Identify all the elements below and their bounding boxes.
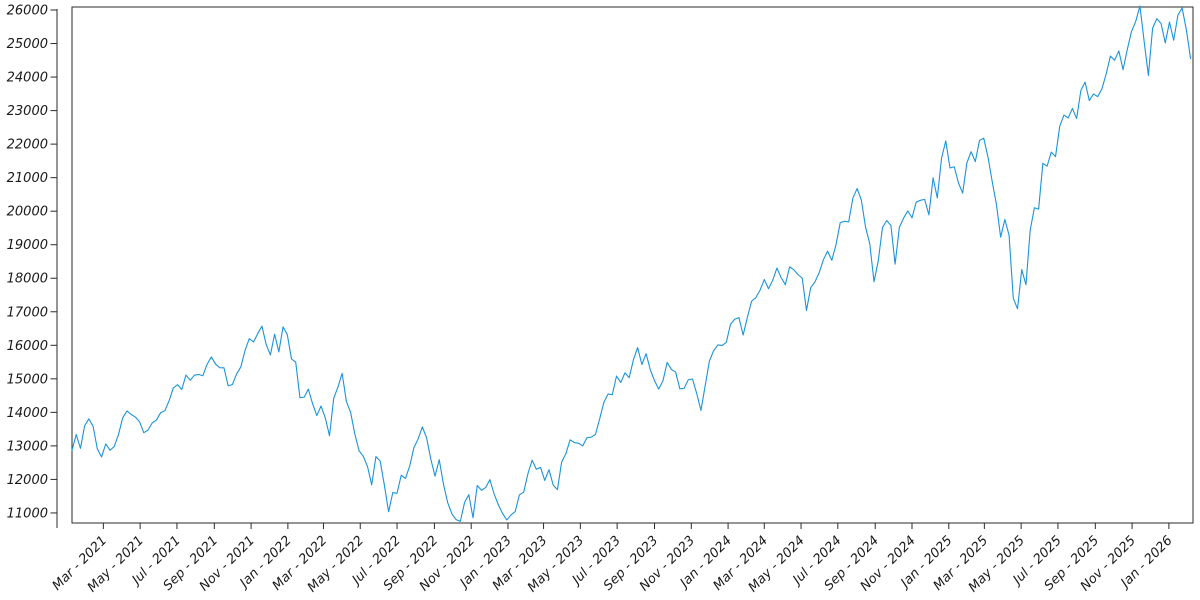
y-tick-label: 13000 [7, 439, 48, 454]
y-tick-label: 25000 [7, 37, 48, 52]
y-tick-label: 15000 [7, 372, 48, 387]
y-tick-label: 24000 [7, 71, 48, 86]
y-tick-label: 23000 [7, 104, 48, 119]
y-tick-label: 22000 [7, 138, 48, 153]
y-tick-label: 17000 [7, 305, 48, 320]
y-tick-label: 11000 [7, 506, 48, 521]
y-tick-label: 18000 [7, 272, 48, 287]
y-tick-label: 21000 [7, 171, 48, 186]
y-tick-label: 19000 [7, 238, 48, 253]
y-tick-label: 20000 [7, 205, 48, 220]
plot-border [71, 6, 1194, 524]
y-tick-label: 12000 [7, 473, 48, 488]
y-tick-label: 26000 [7, 4, 48, 19]
y-tick-label: 16000 [7, 339, 48, 354]
series-line-index-value [71, 5, 1192, 522]
y-tick-label: 14000 [7, 406, 48, 421]
